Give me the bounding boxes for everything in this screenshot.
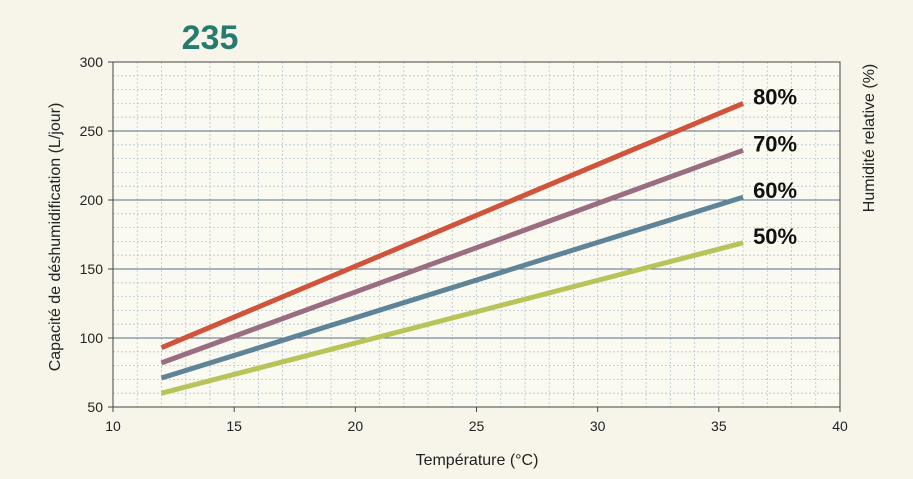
series-line — [160, 240, 744, 396]
y-tick-label: 300 — [80, 54, 104, 70]
x-tick-label: 25 — [469, 418, 485, 434]
grid-layer — [112, 61, 841, 408]
x-tick-label: 35 — [711, 418, 727, 434]
series-label: 50% — [753, 224, 797, 249]
y2-axis-title: Humidité relative (%) — [861, 64, 878, 212]
y-tick-label: 150 — [80, 261, 104, 277]
x-tick-label: 10 — [105, 418, 121, 434]
y-tick-label: 50 — [87, 399, 103, 415]
x-axis-title: Température (°C) — [416, 452, 539, 469]
x-tick-label: 20 — [348, 418, 364, 434]
series-line — [160, 194, 744, 381]
x-tick-label: 15 — [226, 418, 242, 434]
series-line — [160, 101, 745, 350]
chart-title: 235 — [182, 19, 239, 57]
series-layer: 80% 70% 60% 50% — [160, 84, 797, 396]
y-tick-label: 250 — [80, 123, 104, 139]
y-tick-label: 200 — [80, 192, 104, 208]
series-label: 80% — [753, 84, 797, 109]
y-tick-label: 100 — [80, 330, 104, 346]
x-tick-label: 40 — [832, 418, 848, 434]
axis-layer: 10 15 20 25 30 35 40 50 100 150 200 250 300 — [80, 54, 848, 434]
series-label: 60% — [753, 178, 797, 203]
series-label: 70% — [753, 131, 797, 156]
y-axis-title: Capacité de déshumidification (L/jour) — [47, 103, 64, 372]
x-tick-label: 30 — [590, 418, 606, 434]
series-line — [160, 147, 744, 366]
